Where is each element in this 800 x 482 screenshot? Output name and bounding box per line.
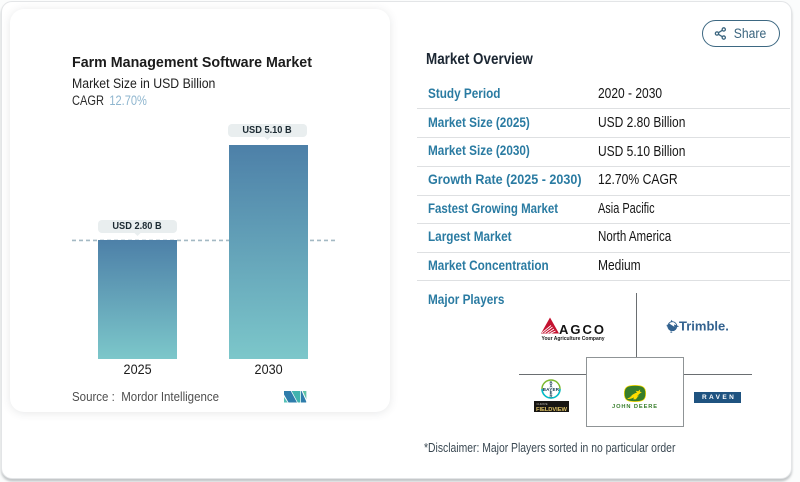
svg-text:R: R: [549, 393, 552, 398]
svg-text:FIELDVIEW: FIELDVIEW: [536, 407, 568, 413]
svg-text:E: E: [550, 390, 553, 395]
svg-text:JOHN DEERE: JOHN DEERE: [612, 404, 658, 410]
svg-text:BAYER: BAYER: [543, 386, 560, 391]
svg-text:Your Agriculture Company: Your Agriculture Company: [542, 335, 605, 340]
svg-text:AGCO: AGCO: [559, 322, 606, 337]
svg-text:A: A: [549, 383, 552, 388]
svg-text:B: B: [549, 380, 552, 385]
svg-text:CLIMATE: CLIMATE: [536, 402, 547, 406]
svg-text:Trimble.: Trimble.: [679, 319, 728, 333]
